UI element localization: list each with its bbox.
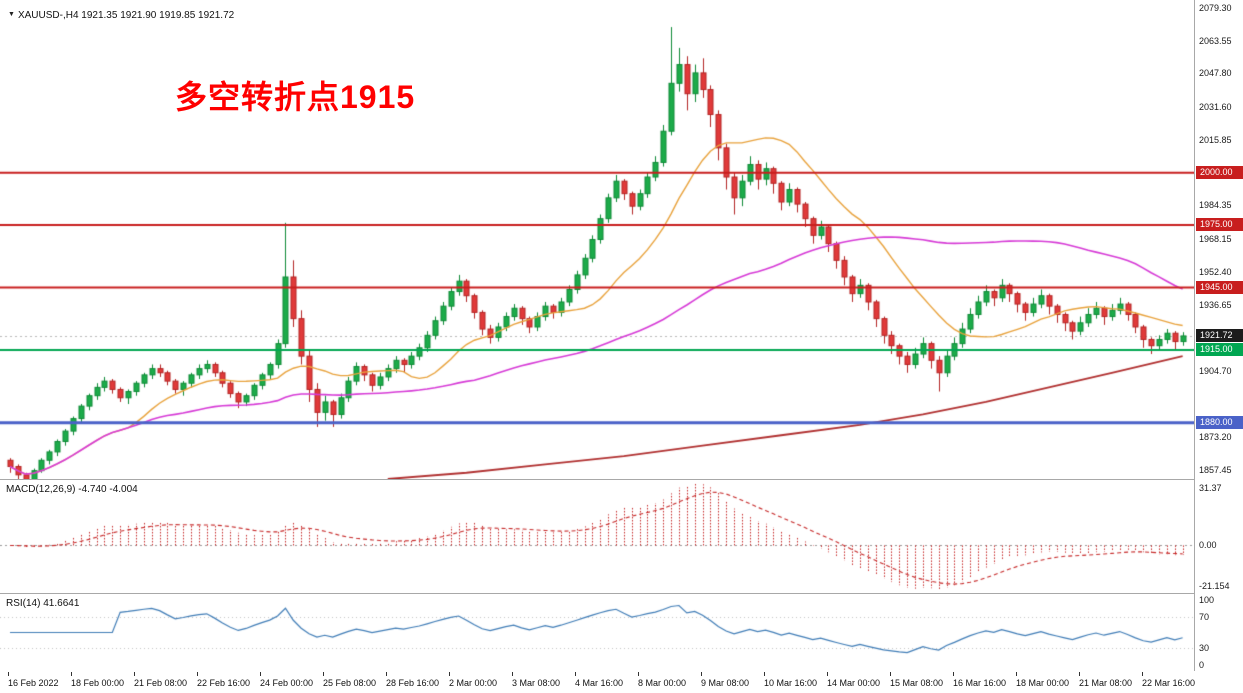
time-axis-label: 9 Mar 08:00 — [701, 678, 750, 688]
price-chart-canvas[interactable] — [0, 0, 1194, 479]
time-axis-label: 22 Mar 16:00 — [1142, 678, 1196, 688]
time-axis-label: 24 Feb 00:00 — [260, 678, 314, 688]
price-tick-label: 1952.40 — [1199, 266, 1232, 277]
symbol-ohlc-line: ▼ XAUUSD-,H4 1921.35 1921.90 1919.85 1921… — [8, 10, 234, 21]
time-axis-tick — [764, 672, 765, 676]
time-axis-label: 4 Mar 16:00 — [575, 678, 624, 688]
price-tick-label: 2063.55 — [1199, 35, 1232, 46]
time-axis-label: 21 Mar 08:00 — [1079, 678, 1133, 688]
time-axis-label: 18 Mar 00:00 — [1016, 678, 1070, 688]
rsi-axis-label: 100 — [1199, 595, 1215, 605]
time-axis[interactable]: 16 Feb 2022 18 Feb 00:00 21 Feb 08:00 22 Fe… — [0, 671, 1243, 693]
time-axis-tick — [197, 672, 198, 676]
rsi-panel-canvas[interactable] — [0, 594, 1194, 671]
time-axis-tick — [512, 672, 513, 676]
macd-axis-label: 31.37 — [1199, 483, 1222, 493]
price-tick-label: 2047.80 — [1199, 68, 1232, 79]
price-tick-label: 2031.60 — [1199, 102, 1232, 113]
time-axis-label: 8 Mar 00:00 — [638, 678, 687, 688]
time-axis-tick — [386, 672, 387, 676]
price-tick-label: 1857.45 — [1199, 464, 1232, 475]
time-axis-label: 21 Feb 08:00 — [134, 678, 188, 688]
time-axis-label: 14 Mar 00:00 — [827, 678, 881, 688]
symbol-ohlc-text: XAUUSD-,H4 1921.35 1921.90 1919.85 1921.… — [17, 10, 235, 21]
price-level-badge: 1945.00 — [1196, 281, 1243, 294]
time-axis-tick — [323, 672, 324, 676]
time-axis-tick — [1142, 672, 1143, 676]
time-axis-label: 18 Feb 00:00 — [71, 678, 125, 688]
price-axis[interactable]: 2079.30 2063.55 2047.80 2031.60 2015.85 1984.… — [1194, 0, 1243, 693]
time-axis-tick — [701, 672, 702, 676]
time-axis-tick — [134, 672, 135, 676]
price-tick-label: 1904.70 — [1199, 366, 1232, 377]
time-axis-tick — [1079, 672, 1080, 676]
price-tick-label: 1936.65 — [1199, 299, 1232, 310]
time-axis-label: 3 Mar 08:00 — [512, 678, 561, 688]
time-axis-tick — [575, 672, 576, 676]
price-tick-label: 1984.35 — [1199, 200, 1232, 211]
price-tick-label: 1968.15 — [1199, 234, 1232, 245]
rsi-indicator-label: RSI(14) 41.6641 — [6, 598, 80, 609]
time-axis-tick — [260, 672, 261, 676]
chart-annotation: 多空转折点1915 — [175, 79, 416, 115]
time-axis-label: 25 Feb 08:00 — [323, 678, 377, 688]
rsi-axis-label: 70 — [1199, 612, 1210, 623]
price-level-badge: 1880.00 — [1196, 416, 1243, 429]
price-level-badge: 1915.00 — [1196, 343, 1243, 356]
time-axis-label: 15 Mar 08:00 — [890, 678, 944, 688]
time-axis-label: 16 Mar 16:00 — [953, 678, 1007, 688]
macd-axis-label: 0.00 — [1199, 540, 1217, 551]
rsi-axis-label: 0 — [1199, 660, 1205, 670]
time-axis-tick — [8, 672, 9, 676]
time-axis-tick — [71, 672, 72, 676]
macd-panel-canvas[interactable] — [0, 480, 1194, 593]
price-tick-label: 2015.85 — [1199, 134, 1232, 145]
time-axis-tick — [1016, 672, 1017, 676]
time-axis-tick — [953, 672, 954, 676]
macd-indicator-label: MACD(12,26,9) -4.740 -4.004 — [6, 484, 138, 495]
price-tick-label: 1873.20 — [1199, 431, 1232, 442]
rsi-axis-label: 30 — [1199, 642, 1210, 653]
price-tick-label: 2079.30 — [1199, 2, 1232, 13]
panel-separator-macd-rsi[interactable] — [0, 593, 1243, 594]
macd-axis-label: -21.154 — [1199, 581, 1230, 591]
price-level-badge: 2000.00 — [1196, 166, 1243, 179]
price-level-badge: 1921.72 — [1196, 329, 1243, 342]
chart-dropdown-icon: ▼ — [8, 11, 15, 18]
time-axis-label: 22 Feb 16:00 — [197, 678, 251, 688]
price-level-badge: 1975.00 — [1196, 218, 1243, 231]
time-axis-tick — [638, 672, 639, 676]
time-axis-tick — [449, 672, 450, 676]
time-axis-tick — [890, 672, 891, 676]
time-axis-label: 2 Mar 00:00 — [449, 678, 498, 688]
panel-separator-price-macd[interactable] — [0, 479, 1243, 480]
time-axis-label: 16 Feb 2022 — [8, 678, 59, 688]
time-axis-tick — [827, 672, 828, 676]
time-axis-label: 28 Feb 16:00 — [386, 678, 440, 688]
time-axis-label: 10 Mar 16:00 — [764, 678, 818, 688]
